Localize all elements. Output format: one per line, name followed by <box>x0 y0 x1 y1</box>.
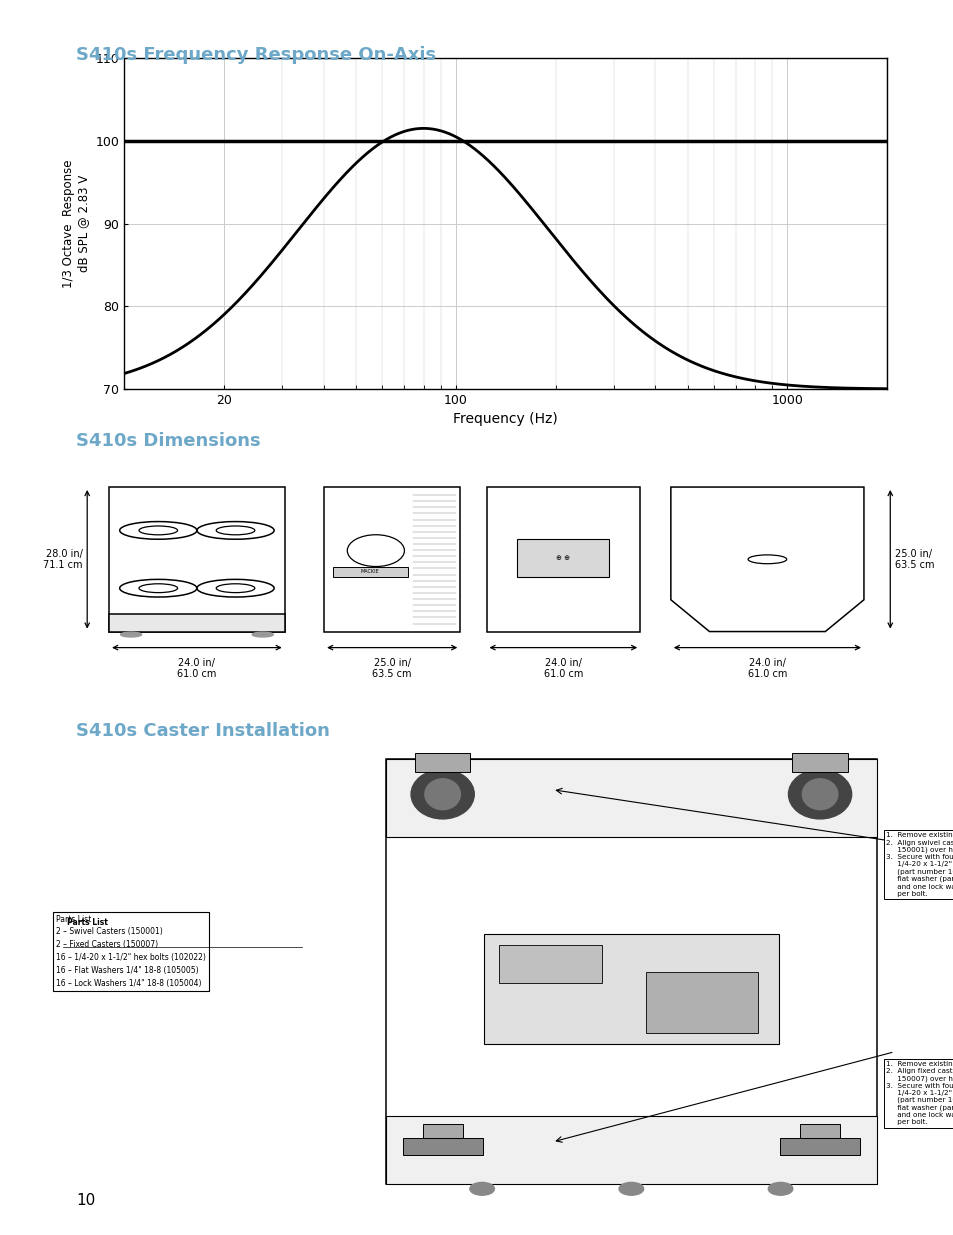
Text: 1.  Remove existing bolts.
2.  Align fixed caster (part number
     150007) over: 1. Remove existing bolts. 2. Align fixed… <box>885 1061 953 1125</box>
Circle shape <box>227 587 244 590</box>
Bar <box>645 972 758 1032</box>
Text: 25.0 in/
63.5 cm: 25.0 in/ 63.5 cm <box>372 658 412 679</box>
Text: 24.0 in/
61.0 cm: 24.0 in/ 61.0 cm <box>177 658 216 679</box>
Circle shape <box>252 632 273 637</box>
Bar <box>483 934 778 1044</box>
PathPatch shape <box>670 487 863 631</box>
Circle shape <box>150 587 167 590</box>
Text: MACKIE: MACKIE <box>360 569 379 574</box>
Text: Parts List: Parts List <box>67 919 108 927</box>
Bar <box>780 1137 860 1155</box>
Bar <box>498 945 601 983</box>
Text: 24.0 in/
61.0 cm: 24.0 in/ 61.0 cm <box>747 658 786 679</box>
Bar <box>385 760 876 1184</box>
Bar <box>109 487 284 631</box>
Text: 24.0 in/
61.0 cm: 24.0 in/ 61.0 cm <box>543 658 582 679</box>
Y-axis label: 1/3 Octave  Response
dB SPL @ 2.83 V: 1/3 Octave Response dB SPL @ 2.83 V <box>62 159 90 288</box>
Bar <box>333 567 407 577</box>
Bar <box>792 753 847 772</box>
Bar <box>422 1124 462 1137</box>
Text: 28.0 in/
71.1 cm: 28.0 in/ 71.1 cm <box>43 548 83 571</box>
Circle shape <box>227 529 244 532</box>
Bar <box>385 1115 876 1184</box>
Ellipse shape <box>424 779 460 810</box>
X-axis label: Frequency (Hz): Frequency (Hz) <box>453 412 558 426</box>
Text: S410s Caster Installation: S410s Caster Installation <box>76 722 330 741</box>
Ellipse shape <box>787 769 851 819</box>
Bar <box>109 614 284 631</box>
Ellipse shape <box>411 769 474 819</box>
Circle shape <box>150 529 167 532</box>
Bar <box>385 760 876 837</box>
Circle shape <box>470 1182 494 1195</box>
Circle shape <box>120 632 141 637</box>
Text: 10: 10 <box>76 1193 95 1208</box>
Text: Parts List
2 – Swivel Casters (150001)
2 – Fixed Casters (150007)
16 – 1/4-20 x : Parts List 2 – Swivel Casters (150001) 2… <box>56 915 206 988</box>
Bar <box>800 1124 840 1137</box>
Bar <box>402 1137 482 1155</box>
Text: ⊕ ⊕: ⊕ ⊕ <box>556 555 570 561</box>
Bar <box>517 538 609 577</box>
Bar <box>486 487 639 631</box>
Text: 1.  Remove existing bolts.
2.  Align swivel caster (part number
     150001) ove: 1. Remove existing bolts. 2. Align swive… <box>885 832 953 897</box>
Text: S410s Dimensions: S410s Dimensions <box>76 432 261 451</box>
Bar <box>324 487 459 631</box>
Text: S410s Frequency Response On-Axis: S410s Frequency Response On-Axis <box>76 46 436 64</box>
Circle shape <box>767 1182 792 1195</box>
Ellipse shape <box>801 779 837 810</box>
Bar <box>415 753 470 772</box>
Circle shape <box>618 1182 643 1195</box>
Text: 25.0 in/
63.5 cm: 25.0 in/ 63.5 cm <box>894 548 933 571</box>
